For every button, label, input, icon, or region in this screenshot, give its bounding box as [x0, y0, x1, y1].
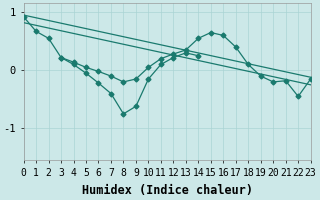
X-axis label: Humidex (Indice chaleur): Humidex (Indice chaleur) [82, 184, 252, 197]
